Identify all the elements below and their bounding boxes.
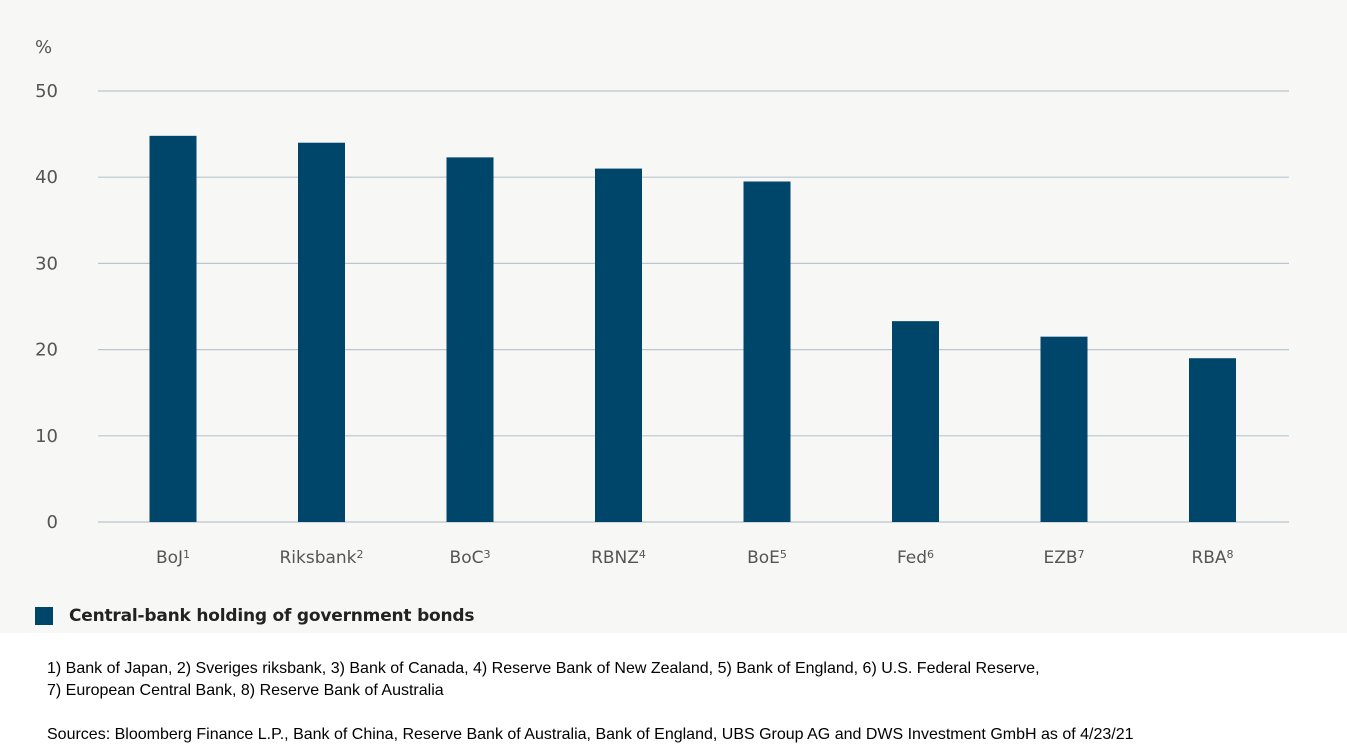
bar-boc <box>446 157 494 522</box>
y-unit-label: % <box>35 37 52 58</box>
sources-note: Sources: Bloomberg Finance L.P., Bank of… <box>47 726 1134 743</box>
x-tick-label-boj: BoJ1 <box>156 548 190 568</box>
bar-rbnz <box>595 168 642 522</box>
y-tick-label-10: 10 <box>35 426 58 447</box>
bar-chart: % 0 10 20 30 40 50 BoJ1 Riksbank2 BoC3 RBNZ4 BoE5… <box>35 37 1289 568</box>
x-tick-label-boe: BoE5 <box>747 548 787 568</box>
x-tick-label-rba: RBA8 <box>1191 548 1233 568</box>
bar-rba <box>1189 358 1236 522</box>
y-tick-labels: 0 10 20 30 40 50 <box>35 81 58 533</box>
footnote-line-1: 1) Bank of Japan, 2) Sveriges riksbank, … <box>47 660 1040 677</box>
bar-ezb <box>1040 336 1088 522</box>
legend-swatch <box>35 607 53 625</box>
y-tick-label-50: 50 <box>35 81 58 102</box>
y-tick-label-20: 20 <box>35 340 58 361</box>
legend: Central-bank holding of government bonds <box>35 606 475 626</box>
bar-boj <box>149 135 197 522</box>
bars <box>149 135 1236 522</box>
x-tick-label-boc: BoC3 <box>450 548 491 568</box>
x-tick-labels: BoJ1 Riksbank2 BoC3 RBNZ4 BoE5 Fed6 EZB7 RBA8 <box>156 548 1234 568</box>
bar-fed <box>892 321 939 522</box>
x-tick-label-fed: Fed6 <box>897 548 934 568</box>
bar-boe <box>743 181 791 522</box>
legend-label: Central-bank holding of government bonds <box>69 606 475 626</box>
y-tick-label-40: 40 <box>35 167 58 188</box>
x-tick-label-riksbank: Riksbank2 <box>279 548 363 568</box>
footnotes: 1) Bank of Japan, 2) Sveriges riksbank, … <box>47 658 1040 702</box>
y-tick-label-30: 30 <box>35 253 58 274</box>
chart-panel: % 0 10 20 30 40 50 BoJ1 Riksbank2 BoC3 RBNZ4 BoE5… <box>35 37 1289 626</box>
gridlines <box>98 90 1289 523</box>
x-tick-label-ezb: EZB7 <box>1043 548 1084 568</box>
y-tick-label-0: 0 <box>47 512 58 533</box>
footnote-line-2: 7) European Central Bank, 8) Reserve Ban… <box>47 682 444 699</box>
x-tick-label-rbnz: RBNZ4 <box>591 548 646 568</box>
bar-riksbank <box>298 142 345 522</box>
